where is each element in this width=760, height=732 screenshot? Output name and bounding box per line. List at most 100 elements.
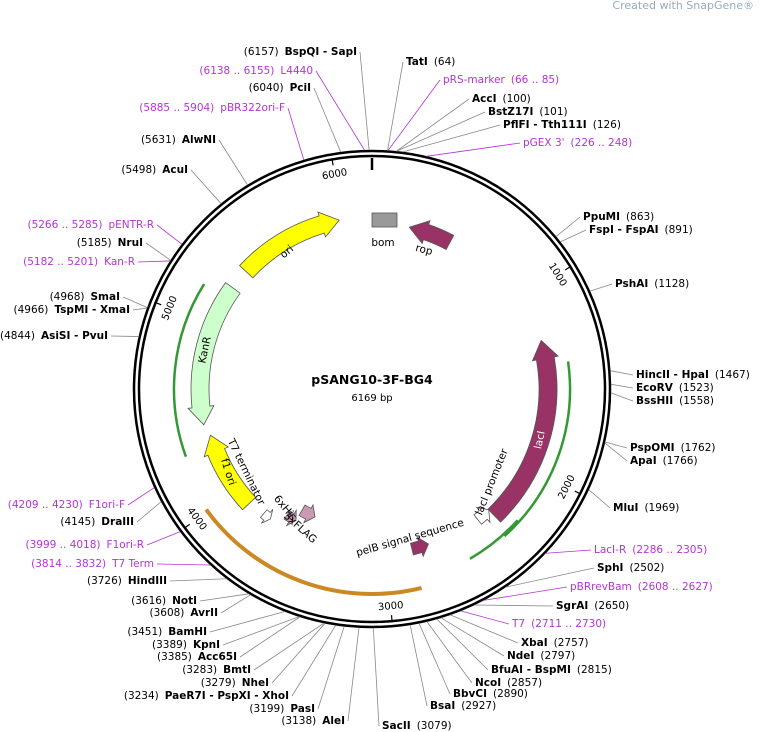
primer-name: pRS-marker	[443, 74, 506, 86]
site-name: HincII - HpaI	[636, 369, 709, 381]
site-name: TspMI - XmaI	[54, 304, 130, 316]
site-label: SgrAI (2650)	[556, 600, 629, 612]
primer-name: pENTR-R	[108, 219, 154, 231]
site-leader	[604, 441, 628, 449]
site-position: (5185)	[77, 237, 112, 249]
site-name: BstZ17I	[488, 106, 533, 118]
primer-label: LacI-R (2286 .. 2305)	[594, 544, 707, 556]
primer-name: T7 Term	[111, 558, 154, 570]
site-leader	[418, 623, 451, 695]
site-label: (3138) AleI	[281, 715, 345, 727]
feature	[187, 282, 241, 426]
primer-range: (3814 .. 3832)	[31, 558, 106, 570]
site-position: (3726)	[87, 575, 122, 587]
primer-label: pGEX 3' (226 .. 248)	[523, 137, 632, 149]
feature	[239, 211, 340, 279]
feature	[203, 434, 257, 511]
site-position: (1766)	[663, 455, 698, 467]
site-position: (3199)	[249, 703, 284, 715]
map-tick-label: 2000	[557, 473, 578, 501]
site-label: (3389) KpnI	[152, 639, 220, 651]
site-label: ApaI (1766)	[630, 455, 698, 467]
site-label: (5631) AlwNI	[141, 134, 216, 146]
site-position: (1762)	[681, 442, 716, 454]
primer-label: pBRrevBam (2608 .. 2627)	[570, 581, 713, 593]
site-name: BbvCI	[453, 688, 487, 700]
site-name: BamHI	[168, 626, 207, 638]
site-label: BstZ17I (101)	[488, 106, 568, 118]
site-leader	[313, 87, 342, 153]
site-leader	[122, 296, 148, 308]
site-leader	[588, 489, 611, 509]
site-position: (1969)	[644, 502, 679, 514]
primer-name: Kan-R	[104, 256, 135, 268]
primer-leader	[387, 79, 441, 151]
map-tick	[390, 615, 393, 623]
site-label: (3616) NotI	[131, 595, 197, 607]
site-leader	[610, 392, 634, 402]
primer-label: (3814 .. 3832) T7 Term	[31, 558, 154, 570]
primer-label: (3999 .. 4018) F1ori-R	[26, 539, 144, 551]
primer-leader	[545, 549, 592, 554]
orf-arc	[469, 519, 519, 560]
primer-label: (6138 .. 6155) L4440	[199, 65, 313, 77]
primer-name: LacI-R	[594, 544, 626, 556]
site-name: SacII	[382, 720, 411, 732]
site-label: (3279) NheI	[201, 677, 269, 689]
map-tick-label: 4000	[185, 506, 209, 533]
primer-range: (5182 .. 5201)	[23, 256, 98, 268]
site-label: BfuAI - BspMI (2815)	[491, 664, 612, 676]
site-leader	[132, 307, 148, 311]
site-name: BspQI - SapI	[285, 46, 357, 58]
site-label: PpuMI (863)	[583, 211, 654, 223]
site-leader	[220, 594, 251, 614]
site-position: (4968)	[50, 291, 85, 303]
site-leader	[409, 624, 428, 707]
site-leader	[396, 111, 486, 152]
primer-range: (4209 .. 4230)	[8, 499, 83, 511]
site-position: (2650)	[594, 600, 629, 612]
site-label: (3234) PaeR7I - PspXI - XhoI	[124, 690, 289, 702]
primer-label: (5885 .. 5904) pBR322ori-F	[139, 102, 285, 114]
site-leader	[505, 567, 595, 588]
site-leader	[610, 370, 634, 376]
site-name: BfuAI - BspMI	[491, 664, 571, 676]
site-name: BssHII	[636, 395, 673, 407]
site-name: PasI	[290, 703, 315, 715]
site-leader	[317, 626, 345, 710]
map-tick-label: 3000	[378, 600, 404, 613]
feature	[408, 220, 455, 251]
site-leader	[136, 501, 162, 523]
site-label: PshAI (1128)	[615, 278, 689, 290]
site-label: PspOMI (1762)	[630, 442, 715, 454]
map-tick	[564, 265, 572, 271]
site-label: (4145) DraIII	[60, 516, 134, 528]
site-name: NdeI	[507, 650, 534, 662]
site-leader	[396, 98, 470, 152]
site-position: (2857)	[507, 677, 542, 689]
site-position: (3451)	[127, 626, 162, 638]
site-name: DraIII	[101, 516, 134, 528]
site-label: XbaI (2757)	[521, 637, 589, 649]
feature-label: rop	[414, 242, 434, 258]
site-name: MluI	[613, 502, 638, 514]
site-label: SacII (3079)	[382, 720, 452, 732]
site-name: AleI	[322, 715, 345, 727]
site-label: (6040) PciI	[249, 82, 311, 94]
site-position: (3138)	[281, 715, 316, 727]
primer-range: (2286 .. 2305)	[632, 544, 707, 556]
primer-range: (3999 .. 4018)	[26, 539, 101, 551]
site-label: AccI (100)	[472, 93, 531, 105]
site-label: (5498) AcuI	[121, 164, 188, 176]
primer-name: pBRrevBam	[570, 581, 632, 593]
site-label: PflFI - Tth111I (126)	[503, 119, 621, 131]
primer-label: (4209 .. 4230) F1ori-F	[8, 499, 125, 511]
site-position: (4145)	[60, 516, 95, 528]
site-position: (3283)	[182, 664, 217, 676]
site-position: (2890)	[493, 688, 528, 700]
site-name: AvrII	[190, 607, 218, 619]
backbone-inner	[137, 154, 607, 624]
site-leader	[426, 621, 473, 684]
site-position: (4844)	[0, 330, 35, 342]
site-label: (3385) Acc65I	[157, 651, 237, 663]
